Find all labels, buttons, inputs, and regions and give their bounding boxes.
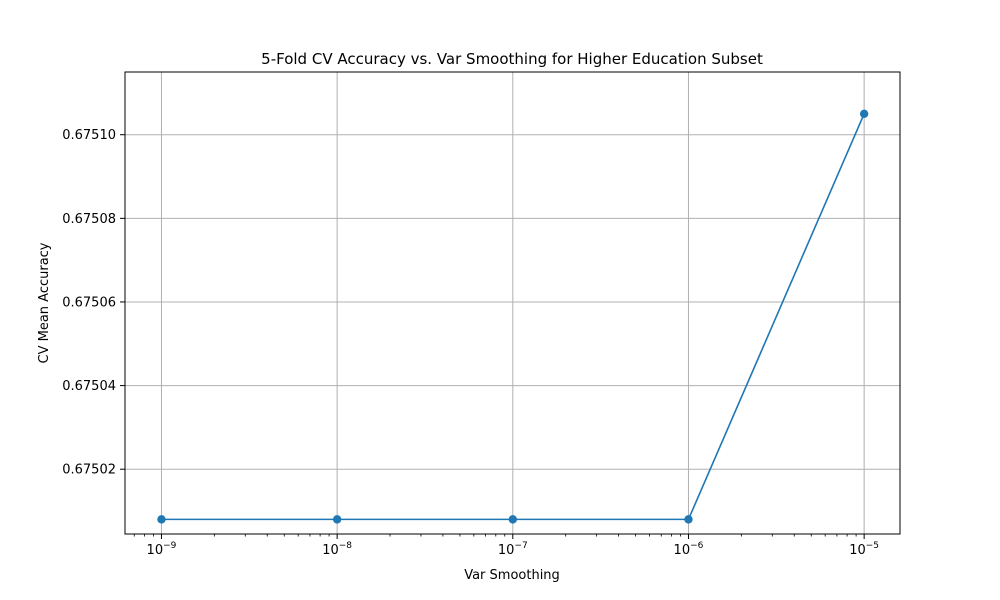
data-point [508, 515, 518, 524]
grid [125, 72, 900, 534]
x-tick-label: 10−9 [147, 541, 177, 558]
data-point [332, 515, 342, 524]
x-axis-label: Var Smoothing [464, 568, 560, 583]
series-layer [157, 109, 869, 524]
y-tick-label: 0.67508 [62, 212, 116, 227]
data-point [859, 109, 869, 119]
y-tick-label: 0.67506 [62, 295, 116, 310]
x-tick-label: 10−5 [849, 541, 879, 558]
y-axis: 0.67502 0.67504 0.67506 0.67508 0.67510 [62, 128, 125, 478]
data-point [157, 515, 166, 524]
y-tick-label: 0.67504 [62, 379, 116, 394]
data-point [684, 515, 693, 524]
y-tick-label: 0.67510 [62, 128, 116, 143]
x-tick-label: 10−7 [498, 541, 528, 558]
x-axis: 10−9 10−8 10−7 10−6 10−5 [133, 534, 879, 558]
chart-title: 5-Fold CV Accuracy vs. Var Smoothing for… [261, 50, 763, 68]
x-tick-label: 10−8 [322, 541, 352, 558]
y-axis-label: CV Mean Accuracy [37, 242, 52, 363]
y-tick-label: 0.67502 [62, 463, 116, 478]
x-tick-label: 10−6 [674, 541, 704, 558]
